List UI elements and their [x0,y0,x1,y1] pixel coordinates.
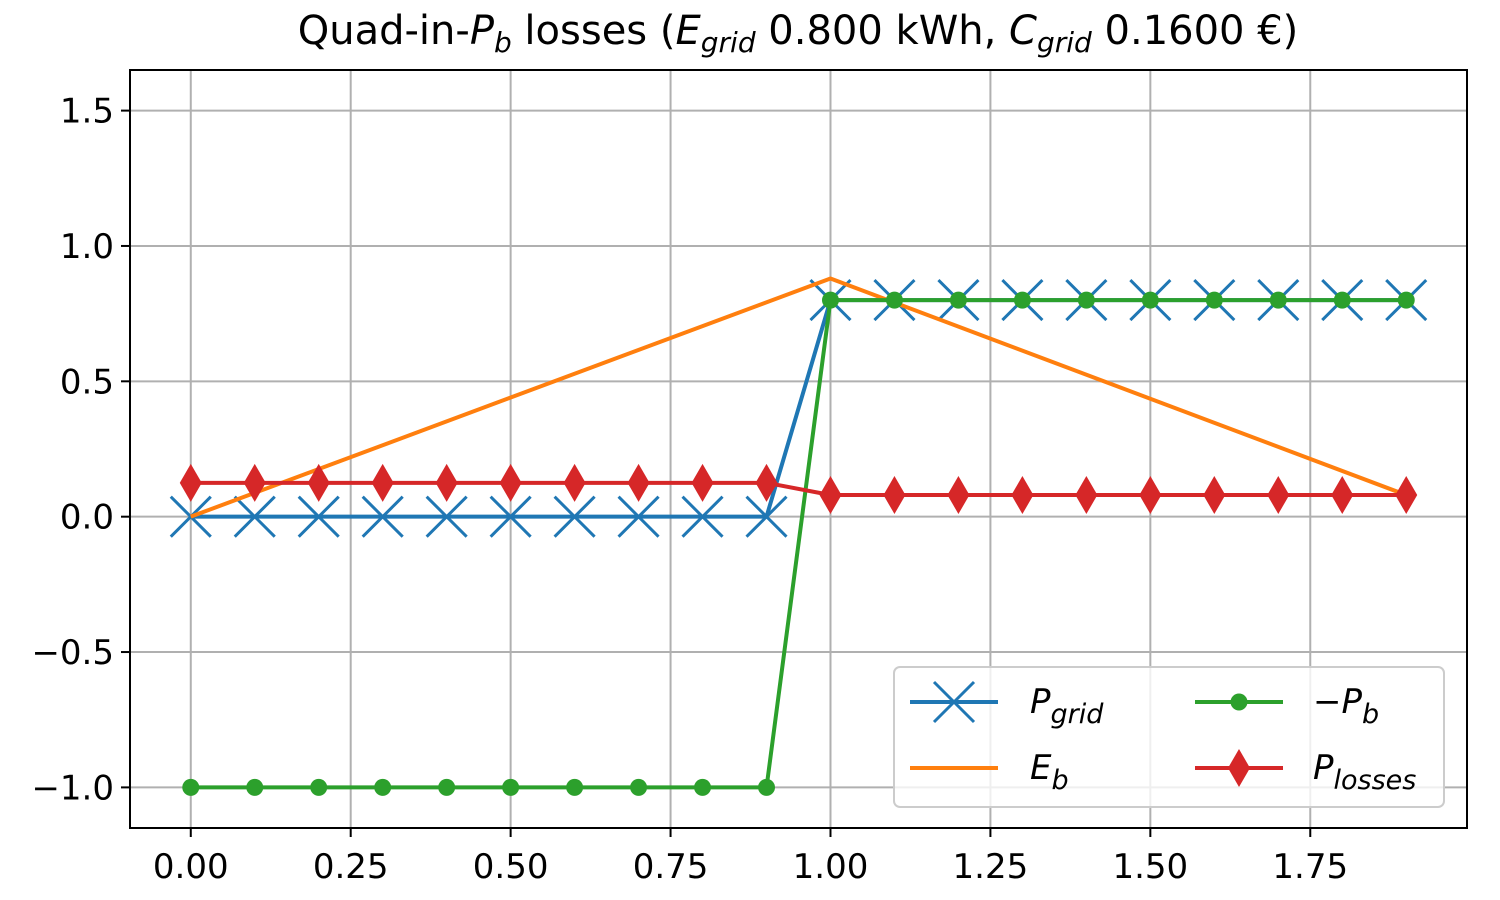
data-point-dot-marker [182,778,200,796]
x-tick-label: 0.50 [473,847,549,887]
series-line [190,276,1407,519]
data-point-diamond-marker [1228,749,1250,787]
legend-label: Pgrid [1030,682,1104,730]
data-point-dot-marker [1397,291,1415,309]
data-point-dot-marker [1013,291,1031,309]
data-point-diamond-marker [371,463,394,502]
data-point-dot-marker [502,778,520,796]
legend-box [893,666,1445,808]
data-point-x-marker [617,495,660,538]
plot-area-frame [129,69,1468,829]
title-part: grid [1037,26,1092,59]
data-point-dot-marker [821,291,839,309]
legend-label: −Pb [1313,682,1379,730]
series-Eb [190,276,1407,519]
data-point-diamond-marker [627,463,650,502]
data-point-dot-marker [949,291,967,309]
title-part: Quad-in- [298,8,470,54]
data-point-diamond-marker [1139,476,1162,515]
data-point-dot-marker [1205,291,1223,309]
legend-label: Eb [1030,748,1069,796]
data-point-dot-marker [566,778,584,796]
data-point-dot-marker [758,778,776,796]
title-part: 0.1600 €) [1092,8,1298,54]
data-point-diamond-marker [883,476,906,515]
y-tick-label: −1.0 [31,768,114,808]
data-point-diamond-marker [691,463,714,502]
x-tick-label: 1.75 [1272,847,1348,887]
data-point-dot-marker [310,778,328,796]
x-tick-label: 0.75 [633,847,709,887]
title-part: C [1009,8,1037,54]
legend-item: −Pb [1195,682,1379,730]
series-Pgrid [169,279,1428,538]
data-point-diamond-marker [1011,476,1034,515]
data-point-dot-marker [374,778,392,796]
data-point-dot-marker [885,291,903,309]
title-part: 0.800 kWh, [756,8,1009,54]
data-point-diamond-marker [1395,476,1418,515]
data-point-diamond-marker [1075,476,1098,515]
legend-item: Eb [910,748,1069,796]
y-tick-label: 1.0 [60,227,114,267]
data-point-diamond-marker [947,476,970,515]
x-tick-label: 0.25 [313,847,389,887]
title-part: b [494,26,512,59]
data-point-x-marker [932,680,976,724]
title-part: grid [701,26,756,59]
data-point-diamond-marker [1203,476,1226,515]
data-point-diamond-marker [435,463,458,502]
data-point-dot-marker [438,778,456,796]
data-point-dot-marker [1077,291,1095,309]
legend-label: Plosses [1313,748,1416,796]
series-Plosses [179,463,1418,515]
plot-series [169,276,1428,796]
x-axis: 0.00 0.25 0.50 0.75 1.00 1.25 1.50 1.75 [153,828,1348,887]
x-tick-label: 1.00 [793,847,869,887]
data-point-diamond-marker [1267,476,1290,515]
series-line [190,298,1407,790]
y-tick-label: −0.5 [31,633,114,673]
data-point-x-marker [297,495,340,538]
legend: Pgrid Eb −Pb Plosses [893,666,1445,808]
y-tick-label: 1.5 [60,92,114,132]
title-part: E [675,8,701,54]
y-axis: −1.0 −0.5 0.0 0.5 1.0 1.5 [31,92,130,808]
title-part: losses ( [512,8,676,54]
data-point-diamond-marker [563,463,586,502]
y-tick-label: 0.5 [60,362,114,402]
data-point-diamond-marker [1331,476,1354,515]
data-point-diamond-marker [819,476,842,515]
data-point-dot-marker [246,778,264,796]
data-point-diamond-marker [307,463,330,502]
data-point-x-marker [745,495,788,538]
legend-item: Plosses [1195,748,1416,796]
chart-title: Quad-in-Pb losses (Egrid 0.800 kWh, Cgri… [298,8,1299,59]
data-point-diamond-marker [755,463,778,502]
x-tick-label: 0.00 [153,847,229,887]
data-point-x-marker [681,495,724,538]
data-point-dot-marker [1333,291,1351,309]
data-point-diamond-marker [499,463,522,502]
data-point-x-marker [489,495,532,538]
data-point-x-marker [425,495,468,538]
data-point-dot-marker [630,778,648,796]
x-tick-label: 1.25 [953,847,1029,887]
x-tick-label: 1.50 [1112,847,1188,887]
data-point-x-marker [233,495,276,538]
data-point-dot-marker [1230,693,1248,711]
data-point-dot-marker [1141,291,1159,309]
legend-item: Pgrid [910,680,1104,730]
title-part: P [470,8,495,54]
data-point-x-marker [361,495,404,538]
y-tick-label: 0.0 [60,498,114,538]
data-point-dot-marker [694,778,712,796]
data-point-x-marker [553,495,596,538]
data-point-diamond-marker [243,463,266,502]
series-neg-Pb [182,291,1415,796]
data-point-diamond-marker [179,463,202,502]
data-point-dot-marker [1269,291,1287,309]
